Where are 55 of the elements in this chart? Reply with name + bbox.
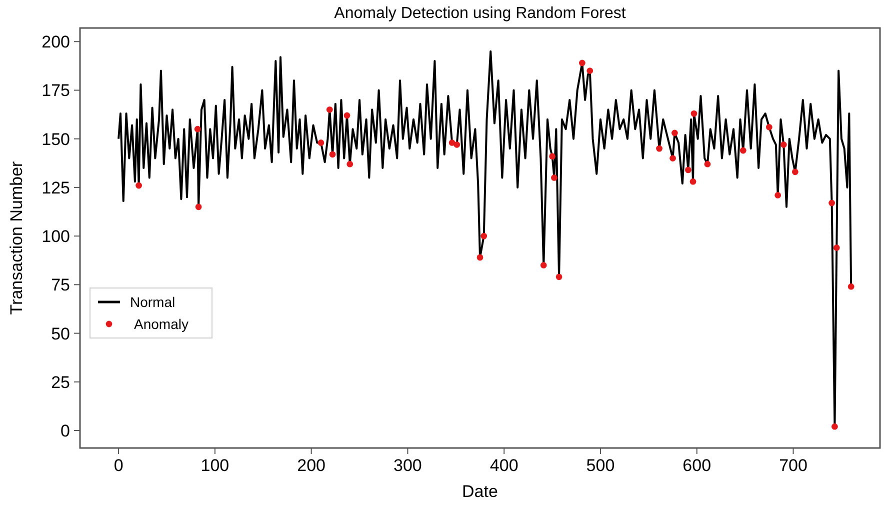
point (480, 232, 488, 240)
point (833, 244, 840, 251)
x-tick-label: 300 (394, 456, 422, 475)
point (704, 160, 711, 168)
point (578, 60, 586, 66)
x-tick-label: 600 (682, 456, 712, 475)
point (195, 204, 202, 210)
y-tick-label: 125 (42, 178, 70, 198)
point (670, 155, 676, 162)
chart-title: Anomaly Detection using Random Forest (334, 5, 626, 22)
point (551, 174, 558, 181)
point (848, 283, 854, 290)
point (780, 141, 787, 148)
point (672, 130, 678, 136)
y-tick-label: 75 (51, 276, 70, 295)
y-tick-label: 100 (42, 227, 70, 246)
point (774, 192, 782, 198)
point (792, 168, 798, 176)
legend-label: Normal (130, 294, 176, 310)
point (329, 151, 336, 158)
point (828, 200, 836, 206)
point (684, 166, 692, 174)
point (344, 112, 350, 119)
y-tick-label: 50 (51, 324, 70, 344)
point (556, 274, 562, 280)
x-tick-label: 100 (200, 456, 230, 475)
x-axis-title: Date (462, 482, 498, 501)
point (326, 106, 333, 113)
y-tick-label: 0 (60, 422, 70, 440)
point (690, 110, 698, 117)
point (549, 153, 556, 160)
x-tick-label: 500 (586, 456, 615, 475)
point (832, 423, 838, 430)
x-tick-label: 200 (297, 456, 326, 475)
point (346, 160, 354, 168)
y-tick-label: 25 (51, 372, 70, 392)
point (476, 254, 484, 261)
point (656, 145, 662, 152)
x-tick-label: 400 (490, 456, 518, 475)
y-tick-label: 150 (42, 130, 70, 149)
point (540, 262, 547, 268)
point (136, 182, 142, 189)
point (454, 141, 460, 148)
point (586, 68, 594, 74)
point (766, 124, 772, 130)
legend-label: Anomaly (134, 316, 188, 332)
point (740, 147, 746, 154)
point (318, 140, 324, 146)
x-tick-label: 0 (114, 456, 124, 475)
point (194, 126, 201, 132)
point (690, 178, 696, 185)
y-tick-label: 200 (42, 32, 70, 52)
y-tick-label: 175 (42, 81, 70, 100)
x-tick-label: 700 (779, 456, 808, 475)
y-axis-title: Transaction Number (7, 160, 26, 315)
